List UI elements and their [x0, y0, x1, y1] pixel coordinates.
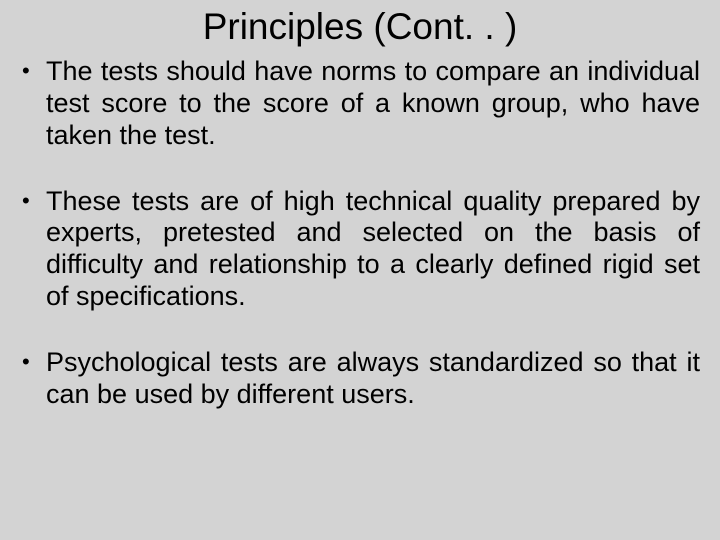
slide: Principles (Cont. . ) The tests should h…: [0, 0, 720, 540]
bullet-item: Psychological tests are always standardi…: [20, 347, 700, 411]
bullet-item: The tests should have norms to compare a…: [20, 56, 700, 152]
slide-title: Principles (Cont. . ): [20, 6, 700, 48]
bullet-list: The tests should have norms to compare a…: [20, 56, 700, 411]
bullet-item: These tests are of high technical qualit…: [20, 186, 700, 313]
